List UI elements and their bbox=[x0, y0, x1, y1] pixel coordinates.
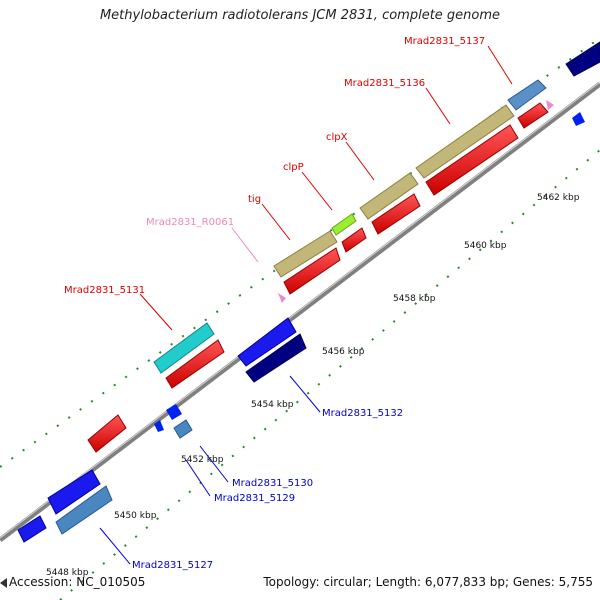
gene-red-left[interactable] bbox=[87, 414, 127, 453]
gene-tig-red[interactable] bbox=[283, 247, 341, 295]
gene-mrad2831-5132-blue[interactable] bbox=[237, 317, 297, 367]
genome-backbone bbox=[0, 82, 600, 542]
gene-blue-left[interactable] bbox=[17, 515, 47, 543]
kbp-label: 5450 kbp bbox=[114, 511, 157, 521]
gene-small-blue-1[interactable] bbox=[166, 404, 182, 420]
reverse-strand-features bbox=[17, 41, 600, 543]
gene-label-mrad2831-r0061[interactable]: Mrad2831_R0061 bbox=[146, 217, 234, 228]
gene-label-mrad2831-5130[interactable]: Mrad2831_5130 bbox=[232, 478, 313, 489]
gene-mrad2831-5132[interactable] bbox=[245, 333, 307, 383]
gene-label-mrad2831-5137[interactable]: Mrad2831_5137 bbox=[404, 36, 485, 47]
gene-label-mrad2831-5131[interactable]: Mrad2831_5131 bbox=[64, 285, 145, 296]
kbp-label: 5456 kbp bbox=[322, 347, 365, 357]
map-footer: Accession: NC_010505 Topology: circular;… bbox=[0, 572, 600, 592]
gene-mrad2831-5137-red[interactable] bbox=[517, 102, 549, 129]
gene-label-mrad2831-5136[interactable]: Mrad2831_5136 bbox=[344, 78, 425, 89]
kbp-label: 5462 kbp bbox=[537, 193, 580, 203]
rna-r0061[interactable] bbox=[278, 293, 286, 303]
gene-mrad2831-5127[interactable] bbox=[55, 485, 113, 535]
gene-mrad2831-5129[interactable] bbox=[47, 469, 101, 515]
rna-top[interactable] bbox=[546, 100, 554, 110]
gene-mrad2831-5131[interactable] bbox=[153, 322, 215, 374]
kbp-label: 5452 kbp bbox=[181, 455, 224, 465]
kbp-label: 5460 kbp bbox=[464, 241, 507, 251]
gene-label-mrad2831-5132[interactable]: Mrad2831_5132 bbox=[322, 408, 403, 419]
genome-summary-text: Topology: circular; Length: 6,077,833 bp… bbox=[263, 575, 593, 589]
gene-blue-right-top[interactable] bbox=[572, 112, 585, 126]
gene-callout-lines bbox=[99, 45, 513, 565]
gene-label-mrad2831-5129[interactable]: Mrad2831_5129 bbox=[214, 493, 295, 504]
kbp-labels: 5448 kbp 5450 kbp 5452 kbp 5454 kbp 5456… bbox=[46, 193, 580, 578]
gene-label-clpP[interactable]: clpP bbox=[283, 162, 304, 173]
gene-clpP-red[interactable] bbox=[341, 227, 367, 253]
rotate-left-icon[interactable] bbox=[0, 578, 7, 588]
gene-tig[interactable] bbox=[273, 230, 338, 278]
gene-label-clpX[interactable]: clpX bbox=[326, 132, 348, 143]
forward-strand-features bbox=[87, 79, 554, 453]
gene-labels: Mrad2831_5137 Mrad2831_5136 clpX clpP ti… bbox=[64, 36, 485, 571]
gene-small-blue-2[interactable] bbox=[154, 420, 164, 432]
gene-clpP[interactable] bbox=[331, 213, 357, 236]
gene-top-right-navy[interactable] bbox=[565, 41, 600, 77]
gene-5136-red[interactable] bbox=[425, 124, 519, 196]
gene-clpX[interactable] bbox=[359, 172, 419, 220]
gene-label-tig[interactable]: tig bbox=[248, 194, 261, 205]
gene-label-mrad2831-5127[interactable]: Mrad2831_5127 bbox=[132, 560, 213, 571]
gene-mrad2831-5130[interactable] bbox=[173, 419, 193, 439]
kbp-label: 5454 kbp bbox=[251, 400, 294, 410]
gene-5131-red[interactable] bbox=[165, 339, 225, 389]
accession-text: Accession: NC_010505 bbox=[9, 575, 146, 589]
gene-mrad2831-5137[interactable] bbox=[507, 79, 547, 111]
inner-tick-track bbox=[59, 149, 600, 600]
gene-clpX-red[interactable] bbox=[371, 193, 421, 235]
genome-title: Methylobacterium radiotolerans JCM 2831,… bbox=[99, 8, 501, 23]
gene-mrad2831-5136[interactable] bbox=[415, 104, 515, 179]
kbp-label: 5458 kbp bbox=[393, 294, 436, 304]
genome-backbone-highlight bbox=[0, 81, 600, 539]
kbp-label: 5448 kbp bbox=[46, 568, 89, 578]
